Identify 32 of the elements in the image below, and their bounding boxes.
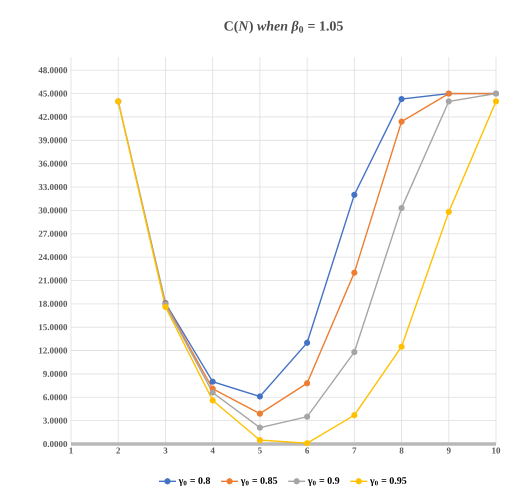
y-tick-label: 42.0000 [38,114,68,120]
y-tick-label: 21.0000 [38,277,68,284]
y-tick-label: 27.0000 [38,230,68,237]
x-tick-label: 2 [116,448,120,454]
x-tick-label: 5 [258,448,262,454]
x-tick-label: 3 [164,448,168,454]
y-tick-label: 24.0000 [38,254,68,260]
x-tick-label: 10 [492,448,500,454]
y-tick-label: 6.0000 [43,394,68,400]
legend-label: γ$_{0}$ = 0.85 [240,477,278,486]
chart-title: C(N) when β$_{0}$ = 1.05 [224,20,343,34]
y-tick-label: 48.0000 [38,67,68,74]
x-tick-label: 7 [352,448,356,454]
legend-label: γ$_{0}$ = 0.8 [178,477,210,486]
y-tick-label: 33.0000 [38,184,68,190]
x-tick-label: 6 [305,448,310,454]
x-tick-label: 1 [69,448,73,454]
x-tick-label: 4 [210,448,215,454]
legend-label: γ$_{0}$ = 0.9 [308,477,340,486]
legend-label: γ$_{0}$ = 0.95 [370,477,406,486]
y-tick-label: 9.0000 [43,370,68,377]
y-tick-label: 15.0000 [39,324,68,330]
y-tick-label: 0.0000 [43,440,68,448]
y-tick-label: 39.0000 [38,137,68,144]
x-tick-label: 9 [446,448,451,454]
x-tick-label: 8 [400,448,404,454]
y-tick-label: 3.0000 [43,418,68,424]
y-tick-label: 12.0000 [39,348,68,354]
y-tick-label: 30.0000 [38,207,68,214]
y-tick-label: 18.0000 [39,300,68,307]
y-tick-label: 36.0000 [38,160,68,167]
y-tick-label: 45.0000 [38,90,68,97]
